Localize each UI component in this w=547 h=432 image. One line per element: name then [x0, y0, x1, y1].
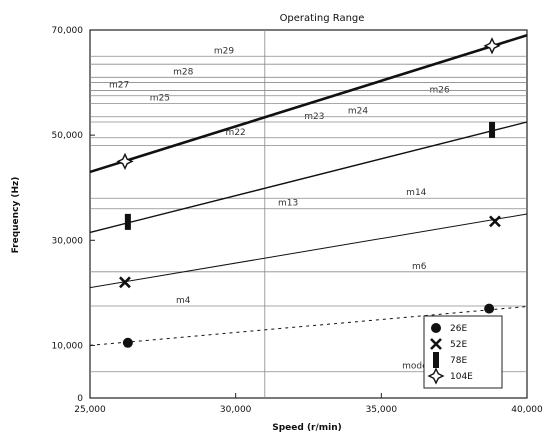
legend-marker-26E	[431, 323, 441, 333]
x-tick-label: 35,000	[366, 405, 398, 415]
x-tick-label: 25,000	[74, 405, 106, 415]
legend-label: 26E	[450, 324, 467, 334]
mode-label: m14	[406, 188, 426, 198]
series-line-104E	[89, 34, 528, 174]
mode-label: m27	[109, 80, 129, 90]
data-point-78E	[489, 121, 496, 138]
mode-label: m22	[226, 128, 246, 138]
mode-label: m29	[214, 46, 234, 56]
series-line-52E	[89, 213, 528, 289]
data-point-26E	[484, 303, 495, 314]
legend-label: 104E	[450, 372, 473, 382]
mode-label: m6	[412, 262, 427, 272]
y-tick-label: 30,000	[52, 236, 84, 246]
x-tick-label: 30,000	[220, 405, 252, 415]
data-point-104E	[483, 37, 501, 55]
mode-label: m24	[348, 107, 368, 117]
y-tick-label: 10,000	[52, 341, 84, 351]
plot-area: 25,000 30,000 35,000 40,000 0 10,000 30,000 50,…	[52, 26, 544, 415]
legend-marker-104E	[427, 367, 445, 385]
data-point-52E	[119, 276, 131, 289]
mode-label: m13	[278, 199, 298, 209]
y-tick-label: 50,000	[52, 131, 84, 141]
y-axis-label: Frequency (Hz)	[11, 177, 21, 254]
series-line-78E	[89, 121, 528, 234]
legend-marker-52E	[430, 338, 442, 350]
legend-label: 78E	[450, 356, 467, 366]
data-point-26E	[122, 337, 133, 348]
data-point-52E	[489, 215, 501, 228]
legend: 26E 52E 78E 104E	[423, 315, 503, 389]
x-axis-label: Speed (r/min)	[272, 423, 342, 432]
chart-title: Operating Range	[280, 13, 365, 24]
x-tick-label: 40,000	[511, 405, 543, 415]
legend-marker-78E	[433, 352, 439, 368]
y-tick-label: 0	[77, 394, 83, 404]
mode-label: m25	[150, 94, 170, 104]
mode-label: m4	[176, 296, 191, 306]
data-point-78E	[124, 213, 131, 230]
data-point-104E	[116, 152, 134, 171]
series-line-26E	[89, 306, 528, 346]
mode-label: mode 1	[402, 362, 436, 372]
mode-label: m28	[173, 67, 193, 77]
legend-label: 52E	[450, 340, 467, 350]
y-tick-label: 70,000	[52, 26, 84, 36]
